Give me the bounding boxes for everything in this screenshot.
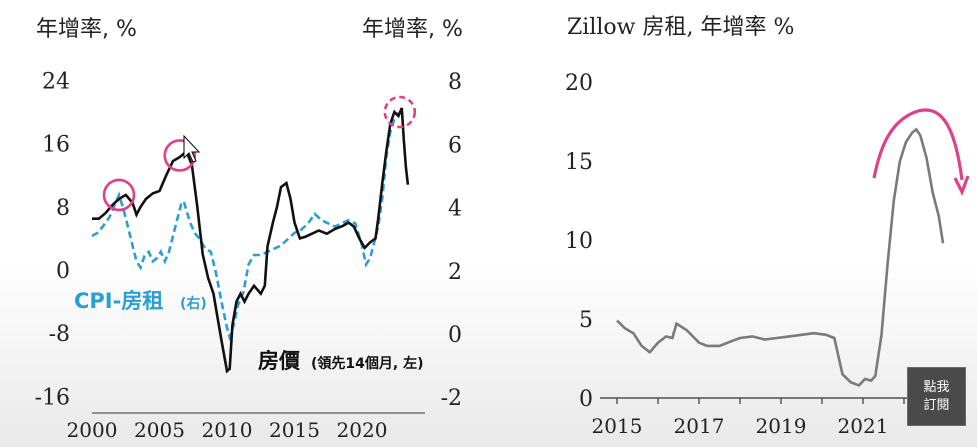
- zillow-y-tick-label: 10: [565, 229, 593, 254]
- left-y-ticks: 24 16 8 0 -8 -16: [35, 69, 70, 410]
- trend-arrow: [872, 108, 964, 181]
- left-y-tick-label: -16: [35, 385, 70, 410]
- left-y-tick-label: 8: [56, 196, 70, 221]
- left-y-tick-label: 16: [42, 133, 70, 158]
- right-y-tick-label: 2: [448, 260, 462, 285]
- left-axis-title: 年增率, %: [36, 17, 137, 42]
- right-axis-title: 年增率, %: [362, 17, 463, 42]
- zillow-y-tick-label: 20: [565, 71, 593, 96]
- left-x-tick-label: 2005: [134, 418, 185, 442]
- zillow-y-tick-label: 15: [565, 150, 593, 175]
- zillow-x-ticks: 2015 2017 2019 2021: [592, 414, 889, 438]
- trend-arrow-head-icon: [953, 175, 970, 196]
- left-x-tick-label: 2020: [337, 418, 388, 442]
- zillow-x-tick-label: 2017: [674, 414, 725, 438]
- right-y-tick-label: 0: [448, 323, 462, 348]
- left-x-tick-label: 2015: [269, 418, 320, 442]
- house-price-legend-note: (領先14個月, 左): [311, 355, 423, 372]
- right-chart-title: Zillow 房租, 年增率 %: [567, 15, 794, 40]
- left-y-tick-label: -8: [49, 322, 70, 347]
- zillow-y-tick-label: 5: [579, 308, 593, 333]
- subscribe-button[interactable]: 點我 訂閱: [907, 367, 966, 426]
- left-x-ticks: 2000 2005 2010 2015 2020: [67, 418, 388, 442]
- zillow-y-ticks: 20 15 10 5 0: [565, 71, 593, 412]
- left-y-tick-label: 0: [56, 259, 70, 284]
- left-x-tick-label: 2010: [202, 418, 253, 442]
- house-price-legend-label: 房價: [258, 349, 301, 373]
- subscribe-button-line2: 訂閱: [923, 398, 950, 413]
- right-y-tick-label: 6: [448, 133, 462, 158]
- highlight-circle: [163, 139, 197, 172]
- zillow-x-tick-marks: [616, 398, 946, 404]
- left-y-tick-label: 24: [42, 69, 70, 94]
- right-y-ticks: 8 6 4 2 0 -2: [441, 70, 462, 411]
- cpi-rent-series-line: [91, 112, 400, 342]
- cpi-rent-legend-note: (右): [180, 295, 207, 312]
- zillow-x-tick-label: 2019: [756, 414, 807, 438]
- right-y-tick-label: -2: [441, 386, 462, 411]
- zillow-rent-series-line: [616, 127, 945, 387]
- highlight-circle: [102, 178, 136, 212]
- right-y-tick-label: 8: [448, 70, 462, 95]
- zillow-x-tick-label: 2015: [592, 414, 643, 438]
- house-price-series-line: [92, 107, 410, 374]
- right-y-tick-label: 4: [448, 197, 462, 222]
- zillow-y-tick-label: 0: [579, 387, 593, 412]
- left-x-tick-label: 2000: [67, 418, 118, 442]
- zillow-x-tick-label: 2021: [838, 414, 889, 438]
- subscribe-button-line1: 點我: [923, 380, 950, 395]
- highlight-circles: [102, 95, 417, 212]
- cpi-rent-legend-label: CPI-房租: [74, 289, 163, 313]
- highlight-circle: [383, 95, 417, 129]
- mouse-cursor-icon: [183, 134, 201, 163]
